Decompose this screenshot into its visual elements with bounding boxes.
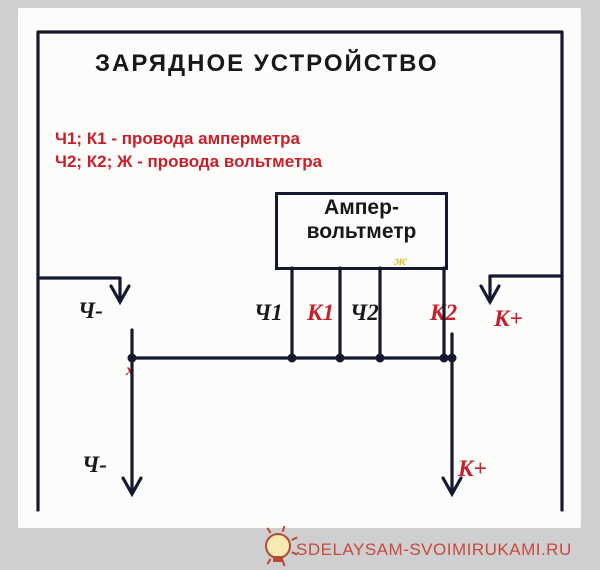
- label-k2: К2: [430, 300, 457, 326]
- label-k1: К1: [307, 300, 334, 326]
- meter-label-line-2: вольтметр: [278, 220, 445, 244]
- meter-box-top-border: [275, 192, 448, 195]
- label-ch1: Ч1: [254, 300, 283, 326]
- page-root: ЗАРЯДНОЕ УСТРОЙСТВО Ч1; К1 - провода амп…: [0, 0, 600, 570]
- label-ch-minus-top: Ч-: [78, 298, 103, 324]
- legend-line-2: Ч2; К2; Ж - провода вольтметра: [55, 151, 322, 174]
- label-ch-minus-bot: Ч-: [82, 452, 107, 478]
- label-k-plus-top: К+: [494, 306, 523, 332]
- watermark-text: SDELAYSAM-SVOIMIRUKAMI.RU: [296, 540, 572, 560]
- wire-legend: Ч1; К1 - провода амперметра Ч2; К2; Ж - …: [55, 128, 322, 174]
- meter-label-line-1: Ампер-: [278, 196, 445, 220]
- diagram-title: ЗАРЯДНОЕ УСТРОЙСТВО: [95, 50, 439, 78]
- label-k-plus-bot: К+: [458, 456, 487, 482]
- label-ch2: Ч2: [350, 300, 379, 326]
- label-zh: ж: [394, 254, 407, 270]
- legend-line-1: Ч1; К1 - провода амперметра: [55, 128, 322, 151]
- meter-box: Ампер- вольтметр: [275, 192, 448, 270]
- label-x-dot: х: [126, 362, 134, 380]
